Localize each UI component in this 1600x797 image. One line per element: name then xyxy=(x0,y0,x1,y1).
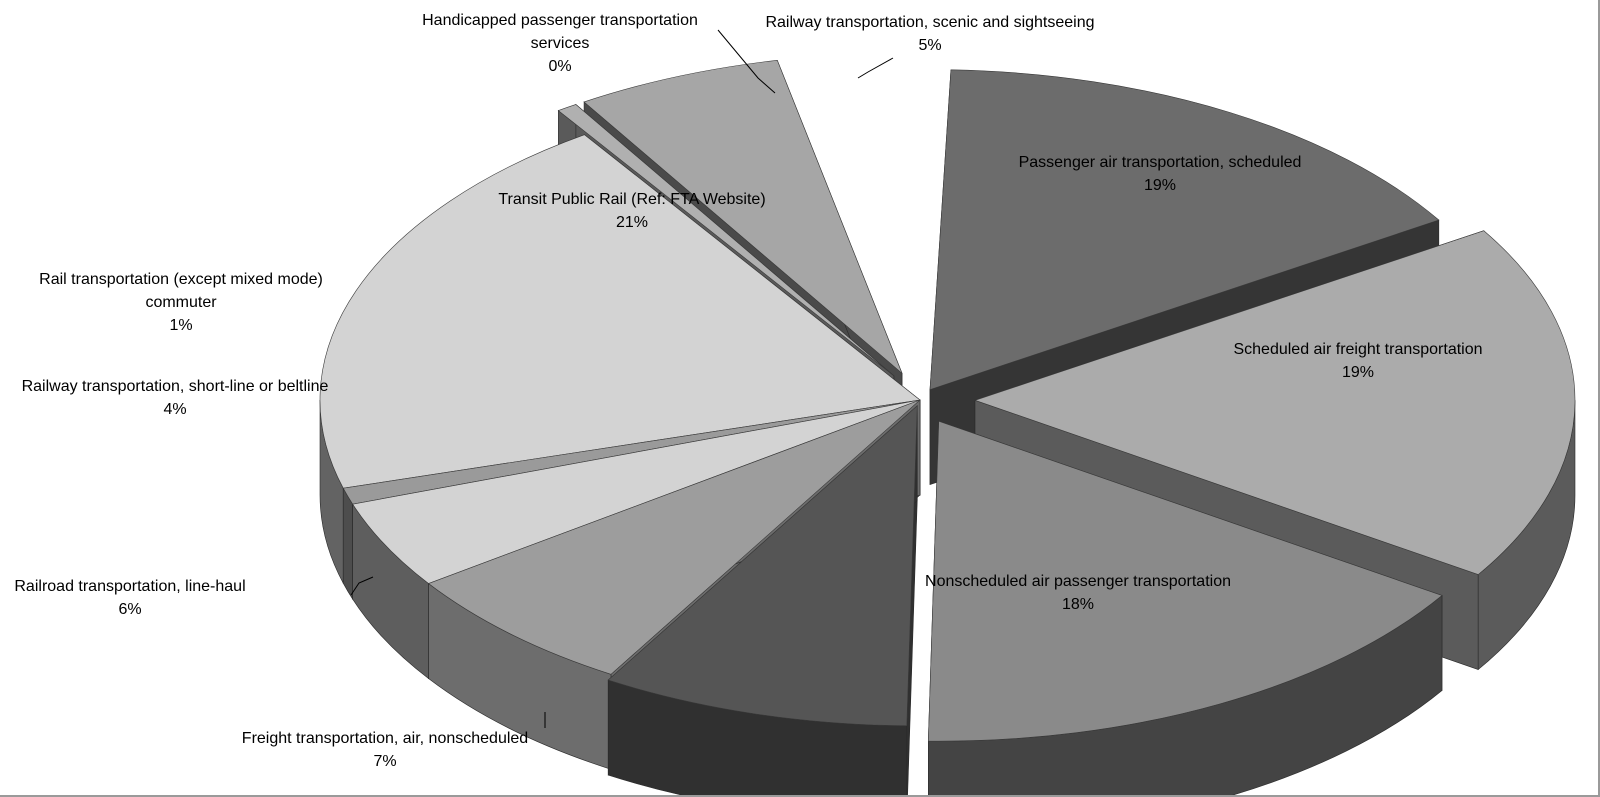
data-label-railway-transportation-scenic-and-sightseeing: Railway transportation, scenic and sight… xyxy=(765,14,1094,54)
data-label-percent-railroad-transportation-line-haul: 6% xyxy=(118,601,141,618)
data-label-text-rail-transportation-except-mixed-mode-commuter: Rail transportation (except mixed mode) xyxy=(39,271,323,288)
data-label-rail-transportation-except-mixed-mode-commuter: Rail transportation (except mixed mode) c… xyxy=(39,271,323,334)
leader-line-handicapped-passenger-transportation-services xyxy=(717,29,776,94)
data-label-percent-freight-transportation-air-nonscheduled: 7% xyxy=(373,753,396,770)
data-label-passenger-air-transportation-scheduled: Passenger air transportation, scheduled 1… xyxy=(1019,154,1302,194)
data-label-text-railroad-transportation-line-haul: Railroad transportation, line-haul xyxy=(14,578,245,595)
slice-passenger-air-transportation-scheduled xyxy=(929,69,1440,391)
data-label-percent-railway-transportation-short-line-or-beltline: 4% xyxy=(163,401,186,418)
slice-freight-transportation-air-nonscheduled xyxy=(607,405,918,727)
data-label-percent-rail-transportation-except-mixed-mode-commuter: 1% xyxy=(169,317,192,334)
slice-tops-layer xyxy=(319,59,1576,742)
data-label-text-transit-public-rail-ref-fta-website: Transit Public Rail (Ref: FTA Website) xyxy=(498,191,765,208)
data-label-transit-public-rail-ref-fta-website: Transit Public Rail (Ref: FTA Website) 21… xyxy=(498,191,765,231)
data-label-percent-transit-public-rail-ref-fta-website: 21% xyxy=(616,214,648,231)
data-label-text-rail-transportation-except-mixed-mode-commuter: commuter xyxy=(145,294,217,311)
slice-handicapped-passenger-transportation-services xyxy=(557,104,895,377)
data-label-nonscheduled-air-passenger-transportation: Nonscheduled air passenger transportatio… xyxy=(925,573,1231,613)
data-label-text-freight-transportation-air-nonscheduled: Freight transportation, air, nonschedule… xyxy=(242,730,528,747)
slice-side-rail-transportation-except-mixed-mode-commuter xyxy=(342,488,353,601)
data-label-railway-transportation-short-line-or-beltline: Railway transportation, short-line or be… xyxy=(22,378,329,418)
data-label-text-railway-transportation-short-line-or-beltline: Railway transportation, short-line or be… xyxy=(22,378,329,395)
data-label-railroad-transportation-line-haul: Railroad transportation, line-haul 6% xyxy=(14,578,245,618)
slice-nonscheduled-air-passenger-transportation xyxy=(927,420,1443,742)
leader-line-railway-transportation-scenic-and-sightseeing xyxy=(857,57,894,79)
data-label-handicapped-passenger-transportation-services: Handicapped passenger transportation serv… xyxy=(422,12,698,75)
data-label-text-handicapped-passenger-transportation-services: services xyxy=(531,35,590,52)
slice-railroad-transportation-line-haul xyxy=(427,399,921,675)
leader-line-railroad-transportation-line-haul xyxy=(350,576,374,596)
slice-railway-transportation-short-line-or-beltline xyxy=(352,399,921,584)
data-label-text-nonscheduled-air-passenger-transportation: Nonscheduled air passenger transportatio… xyxy=(925,573,1231,590)
data-label-percent-railway-transportation-scenic-and-sightseeing: 5% xyxy=(918,37,941,54)
data-label-text-scheduled-air-freight-transportation: Scheduled air freight transportation xyxy=(1233,341,1482,358)
data-label-text-handicapped-passenger-transportation-services: Handicapped passenger transportation xyxy=(422,12,698,29)
data-label-scheduled-air-freight-transportation: Scheduled air freight transportation 19% xyxy=(1233,341,1482,381)
data-label-text-passenger-air-transportation-scheduled: Passenger air transportation, scheduled xyxy=(1019,154,1302,171)
slice-scheduled-air-freight-transportation xyxy=(974,230,1576,575)
data-label-percent-nonscheduled-air-passenger-transportation: 18% xyxy=(1062,596,1094,613)
data-label-percent-scheduled-air-freight-transportation: 19% xyxy=(1342,364,1374,381)
slice-transit-public-rail-ref-fta-website xyxy=(319,134,921,489)
data-label-percent-passenger-air-transportation-scheduled: 19% xyxy=(1144,177,1176,194)
data-label-freight-transportation-air-nonscheduled: Freight transportation, air, nonschedule… xyxy=(242,730,528,770)
data-label-percent-handicapped-passenger-transportation-services: 0% xyxy=(548,58,571,75)
slice-railway-transportation-scenic-and-sightseeing xyxy=(583,59,903,374)
leader-lines-layer xyxy=(350,29,894,728)
data-label-text-railway-transportation-scenic-and-sightseeing: Railway transportation, scenic and sight… xyxy=(765,14,1094,31)
data-labels-layer: Passenger air transportation, scheduled 1… xyxy=(14,12,1482,770)
